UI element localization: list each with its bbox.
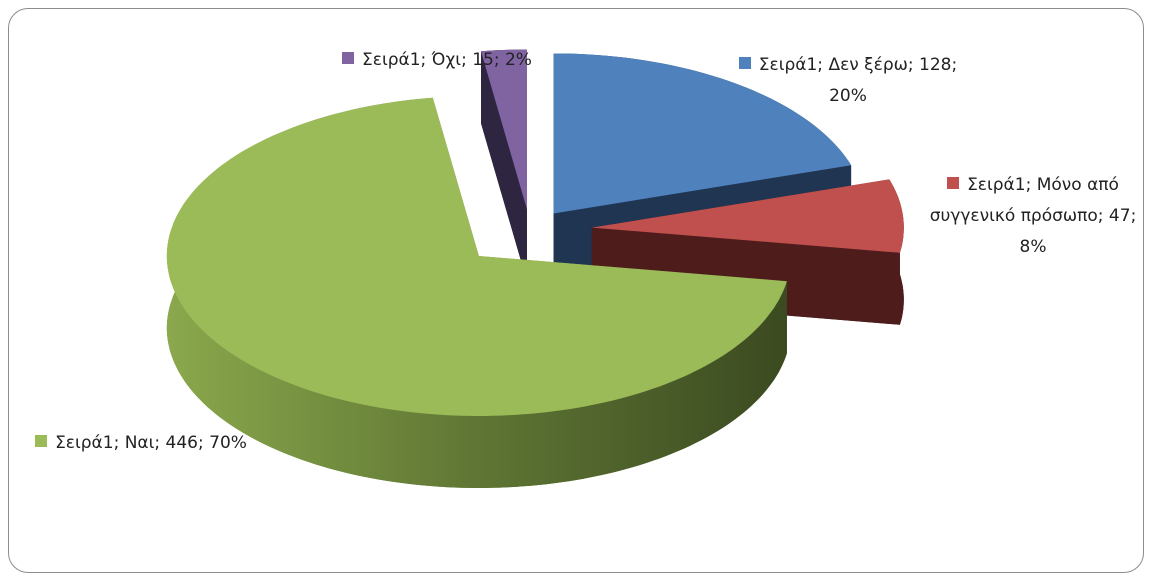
separator: ; bbox=[907, 55, 919, 75]
slice-top bbox=[481, 49, 527, 210]
separator: ; bbox=[951, 55, 958, 75]
separator: ; bbox=[461, 50, 473, 70]
category-name: Δεν ξέρω bbox=[828, 55, 908, 75]
value-label: 128 bbox=[919, 55, 952, 75]
series-name: Σειρά1 bbox=[362, 50, 421, 70]
data-label: Σειρά1; Μόνο από συγγενικό πρόσωπο; 47; … bbox=[918, 170, 1148, 263]
category-name: Όχι bbox=[431, 50, 462, 70]
separator: ; bbox=[420, 50, 432, 70]
legend-key bbox=[35, 435, 48, 447]
separator: ; bbox=[154, 433, 166, 453]
percent-label: 20% bbox=[829, 86, 867, 106]
separator: ; bbox=[1025, 175, 1037, 195]
separator: ; bbox=[113, 433, 125, 453]
separator: ; bbox=[1097, 206, 1109, 226]
value-label: 446 bbox=[165, 433, 198, 453]
data-label: Σειρά1; Δεν ξέρω; 128; 20% bbox=[736, 50, 960, 112]
separator: ; bbox=[817, 55, 829, 75]
pie-slice bbox=[481, 49, 527, 282]
data-label: Σειρά1; Όχι; 15; 2% bbox=[312, 45, 562, 76]
value-label: 15 bbox=[472, 50, 494, 70]
percent-label: 2% bbox=[504, 50, 532, 70]
separator: ; bbox=[493, 50, 505, 70]
slice-top bbox=[166, 97, 787, 416]
series-name: Σειρά1 bbox=[967, 175, 1026, 195]
percent-label: 70% bbox=[209, 433, 247, 453]
category-name: Μόνο από συγγενικό πρόσωπο bbox=[929, 175, 1119, 226]
legend-key bbox=[738, 57, 751, 69]
chart-frame bbox=[8, 8, 1144, 573]
slice-top bbox=[591, 179, 904, 253]
separator: ; bbox=[1130, 206, 1137, 226]
legend-key bbox=[342, 52, 355, 64]
series-name: Σειρά1 bbox=[758, 55, 818, 75]
category-name: Ναι bbox=[124, 433, 155, 453]
percent-label: 8% bbox=[1019, 237, 1047, 257]
legend-key bbox=[947, 177, 960, 189]
value-label: 47 bbox=[1108, 206, 1131, 226]
data-label: Σειρά1; Ναι; 446; 70% bbox=[18, 428, 264, 459]
slice-top bbox=[553, 53, 852, 214]
separator: ; bbox=[197, 433, 210, 453]
series-name: Σειρά1 bbox=[55, 433, 114, 453]
pie-slice bbox=[166, 97, 787, 488]
